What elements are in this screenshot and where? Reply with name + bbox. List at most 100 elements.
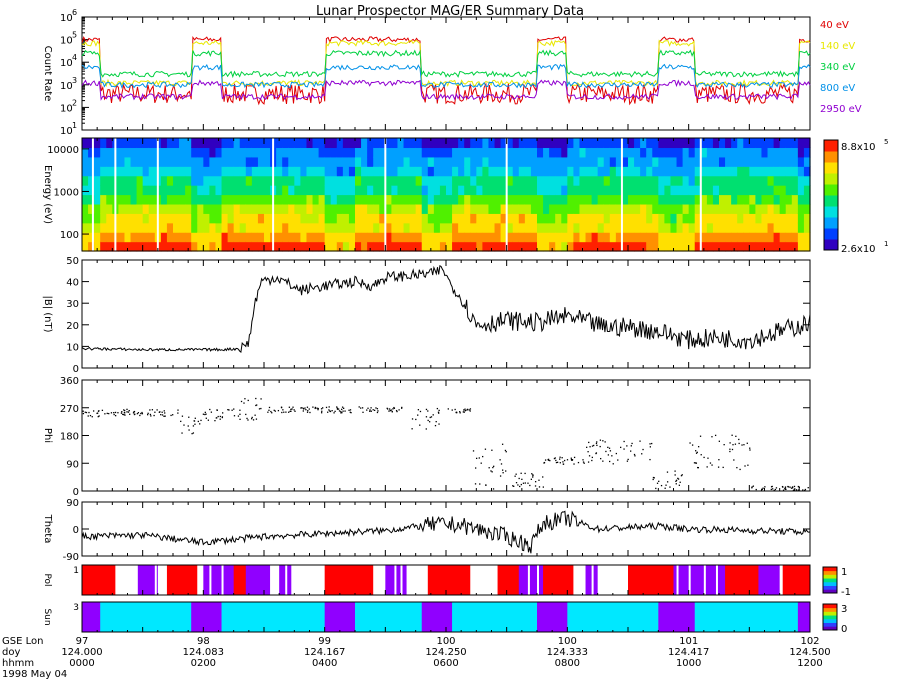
phi-point: [784, 487, 786, 489]
phi-point: [602, 440, 604, 442]
phi-point: [349, 409, 352, 411]
polarity-block: [291, 565, 326, 595]
phi-point: [695, 462, 698, 464]
phi-point: [183, 424, 185, 426]
field-magnitude-tick-label: 20: [66, 321, 79, 332]
phi-point: [215, 417, 217, 419]
phi-point: [370, 407, 372, 409]
phi-point: [254, 414, 256, 416]
phi-point: [630, 445, 632, 447]
phi-point: [607, 446, 609, 449]
phi-point: [329, 410, 332, 413]
count-rate-tick-label: 10: [60, 58, 73, 69]
phi-point: [609, 460, 611, 463]
footer-hhmm-label: 0200: [191, 658, 216, 669]
phi-tick-label: 90: [66, 459, 79, 470]
phi-point: [591, 459, 593, 462]
sun-block: [694, 602, 799, 632]
phi-point: [361, 407, 364, 409]
phi-point: [328, 409, 330, 411]
phi-point: [438, 423, 440, 425]
phi-point: [85, 411, 88, 414]
phi-point: [391, 411, 393, 413]
phi-point: [505, 451, 507, 453]
phi-point: [96, 412, 98, 415]
phi-point: [649, 443, 651, 445]
phi-point: [321, 410, 323, 412]
phi-point: [101, 409, 104, 412]
phi-point: [491, 449, 493, 451]
phi-point: [519, 485, 521, 488]
phi-point: [193, 420, 195, 422]
phi-point: [123, 413, 125, 416]
phi-point: [268, 409, 270, 411]
phi-point: [360, 407, 362, 409]
phi-point: [255, 418, 258, 420]
polarity-block: [597, 565, 629, 595]
phi-point: [749, 447, 751, 449]
footer-lon-label: 101: [679, 636, 698, 647]
phi-point: [170, 414, 172, 417]
polarity-block: [233, 565, 247, 595]
phi-point: [588, 455, 591, 457]
polarity-block: [203, 565, 235, 595]
phi-point: [652, 478, 654, 481]
theta-frame: [81, 501, 811, 557]
phi-point: [304, 407, 306, 409]
phi-point: [147, 414, 149, 416]
footer-doy-label: 124.083: [183, 647, 224, 658]
phi-point: [294, 410, 296, 412]
phi-point: [666, 481, 669, 483]
phi-point: [469, 410, 471, 412]
phi-point: [393, 406, 395, 409]
count-rate-axis-label: Count Rate: [42, 46, 53, 102]
sun-block: [658, 602, 696, 632]
phi-point: [244, 398, 246, 400]
phi-point: [793, 489, 795, 491]
theta-axis-label: Theta: [42, 514, 53, 544]
phi-point: [697, 467, 700, 469]
sun-colorbar-min: 0: [841, 624, 847, 635]
phi-point: [729, 448, 731, 450]
phi-point: [194, 423, 196, 425]
phi-point: [609, 450, 612, 452]
count-rate-tick-label: 10: [60, 126, 73, 137]
energy-spectrogram-panel: Energy (eV) 100 1000 10000 8.8x10 5 2.6x10 1: [42, 137, 888, 255]
phi-point: [192, 432, 195, 434]
phi-point: [561, 457, 563, 459]
phi-point: [492, 466, 494, 469]
phi-point: [623, 440, 625, 443]
phi-point: [587, 451, 589, 453]
phi-point: [314, 407, 316, 410]
phi-point: [141, 411, 143, 414]
phi-point: [348, 409, 350, 411]
phi-point: [502, 472, 504, 474]
phi-point: [338, 410, 341, 412]
phi-point: [113, 413, 115, 416]
phi-point: [741, 444, 743, 446]
phi-point: [398, 409, 400, 411]
phi-point: [415, 418, 417, 421]
polarity-block: [518, 565, 544, 595]
count-rate-legend-entry: 140 eV: [820, 41, 855, 52]
phi-point: [735, 435, 737, 437]
phi-point: [113, 411, 115, 414]
phi-point: [388, 408, 391, 410]
phi-point: [133, 410, 136, 413]
phi-point: [563, 459, 566, 462]
phi-point: [490, 470, 492, 472]
polarity-block: [725, 565, 759, 595]
phi-point: [709, 462, 712, 464]
phi-point: [308, 408, 310, 410]
phi-point: [222, 412, 224, 414]
phi-point: [291, 408, 293, 410]
sun-block: [421, 602, 453, 632]
polarity-block: [543, 565, 574, 595]
phi-point: [427, 410, 429, 412]
phi-point: [655, 487, 657, 490]
phi-point: [600, 457, 602, 460]
phi-point: [317, 408, 319, 411]
phi-point: [307, 410, 309, 412]
phi-point: [290, 410, 292, 412]
phi-point: [149, 409, 151, 411]
